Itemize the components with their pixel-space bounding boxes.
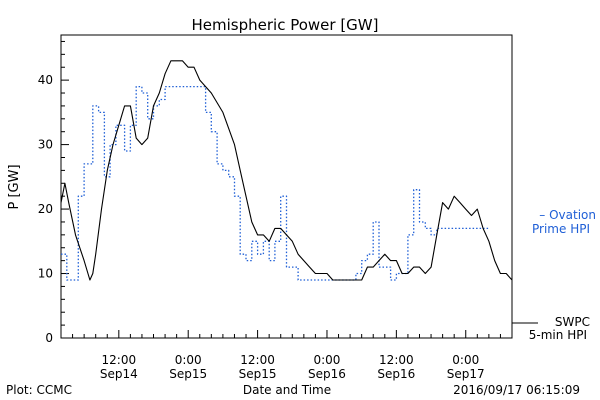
x-tick-time-label: 12:00 xyxy=(379,353,414,367)
x-tick-time-label: 0:00 xyxy=(313,353,340,367)
legend-ovation-line1: – Ovation xyxy=(539,208,596,222)
x-tick-date-label: Sep16 xyxy=(377,367,415,381)
y-axis-label: P [GW] xyxy=(7,164,22,209)
legend-ovation-line2: Prime HPI xyxy=(532,222,590,236)
x-tick-time-label: 12:00 xyxy=(102,353,137,367)
x-tick-date-label: Sep14 xyxy=(100,367,138,381)
series-line-swpc xyxy=(60,60,513,281)
y-tick-label: 40 xyxy=(38,73,53,87)
footer-timestamp: 2016/09/17 06:15:09 xyxy=(453,383,580,397)
x-tick-date-label: Sep17 xyxy=(447,367,485,381)
plot-frame xyxy=(60,34,513,339)
y-tick-label: 30 xyxy=(38,138,53,152)
x-axis-label: Date and Time xyxy=(243,383,331,397)
legend-swpc-line2: 5-min HPI xyxy=(529,328,587,342)
footer-plot-credit: Plot: CCMC xyxy=(6,383,72,397)
y-tick-label: 0 xyxy=(45,331,53,345)
x-axis: 12:00Sep140:00Sep1512:00Sep150:00Sep1612… xyxy=(60,330,513,381)
series-line-ovation xyxy=(61,85,489,281)
chart-title: Hemispheric Power [GW] xyxy=(192,16,379,34)
y-axis: 0 10 20 30 40 xyxy=(38,40,69,345)
x-tick-time-label: 0:00 xyxy=(175,353,202,367)
x-tick-time-label: 12:00 xyxy=(240,353,275,367)
x-tick-time-label: 0:00 xyxy=(452,353,479,367)
y-tick-label: 10 xyxy=(38,267,53,281)
series-layer xyxy=(60,60,513,281)
x-tick-date-label: Sep15 xyxy=(239,367,277,381)
x-tick-date-label: Sep15 xyxy=(169,367,207,381)
y-tick-label: 20 xyxy=(38,202,53,216)
x-tick-date-label: Sep16 xyxy=(308,367,346,381)
legend-swpc-line1: SWPC xyxy=(555,315,590,329)
